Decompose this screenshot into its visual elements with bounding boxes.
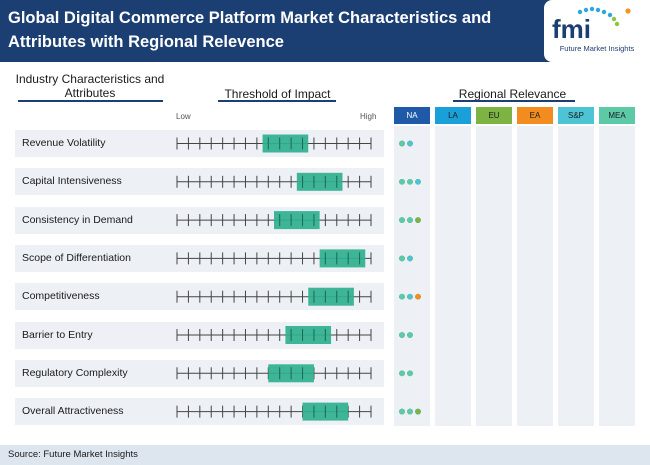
relevance-dot (399, 293, 405, 300)
row-label: Consistency in Demand (22, 213, 133, 226)
relevance-dot (399, 408, 405, 415)
page-title: Global Digital Commerce Platform Market … (8, 9, 492, 51)
region-column-eu (476, 126, 512, 426)
relevance-dot (407, 179, 413, 185)
relevance-dot (407, 370, 413, 377)
scale-high-label: High (360, 112, 377, 121)
threshold-underline (218, 100, 336, 102)
impact-range-box (285, 326, 332, 344)
regional-header: Regional Relevance (458, 87, 567, 101)
threshold-header: Threshold of Impact (224, 87, 331, 101)
relevance-dot (407, 332, 413, 338)
relevance-dot (407, 217, 413, 223)
relevance-dot (415, 293, 421, 300)
row-label: Overall Attractiveness (22, 405, 124, 418)
region-column-sp (558, 126, 594, 426)
row-label: Regulatory Complexity (22, 366, 128, 379)
relevance-dot (407, 255, 413, 262)
logo-letters: fmi (552, 14, 591, 44)
relevance-dot (415, 217, 421, 223)
regional-underline (453, 100, 575, 102)
region-column-la (435, 126, 471, 426)
relevance-dot (415, 179, 421, 185)
impact-range-box (308, 287, 354, 306)
region-column-na (394, 126, 430, 426)
region-column-ea (517, 126, 553, 426)
logo-tagline: Future Market Insights (559, 44, 635, 53)
region-header-na: NA (394, 107, 430, 124)
relevance-dot (399, 140, 405, 147)
relevance-dot (399, 217, 405, 223)
relevance-dot (399, 179, 405, 185)
relevance-dot (407, 408, 413, 415)
row-label: Capital Intensiveness (22, 175, 122, 188)
region-column-mea (599, 126, 635, 426)
header-banner: Global Digital Commerce Platform Market … (0, 0, 650, 62)
region-header-la: LA (435, 107, 471, 124)
region-header-eu: EU (476, 107, 512, 124)
row-label: Competitiveness (22, 290, 100, 303)
relevance-dot (407, 140, 413, 147)
region-header-ea: EA (517, 107, 553, 124)
relevance-dot (399, 332, 405, 338)
source-note: Source: Future Market Insights (8, 449, 138, 460)
row-label: Revenue Volatility (22, 137, 106, 149)
relevance-dot (399, 370, 405, 377)
fmi-logo: fmi Future Market Insights (544, 0, 650, 62)
fmi-logo-mark: fmi (552, 6, 631, 44)
row-label: Barrier to Entry (22, 328, 93, 341)
region-header-sp: S&P (558, 107, 594, 124)
impact-range-box (274, 211, 320, 230)
relevance-dot (415, 408, 421, 415)
characteristics-underline (18, 100, 163, 102)
footer-bar: Source: Future Market Insights (0, 445, 650, 465)
impact-range-box (296, 172, 343, 191)
impact-range-box (262, 134, 309, 153)
relevance-dot (407, 293, 413, 300)
scale-low-label: Low (176, 112, 191, 121)
characteristics-header: Industry Characteristics and Attributes (15, 72, 165, 100)
region-header-mea: MEA (599, 107, 635, 124)
relevance-dot (399, 255, 405, 262)
row-label: Scope of Differentiation (22, 251, 131, 264)
impact-range-box (319, 249, 366, 268)
